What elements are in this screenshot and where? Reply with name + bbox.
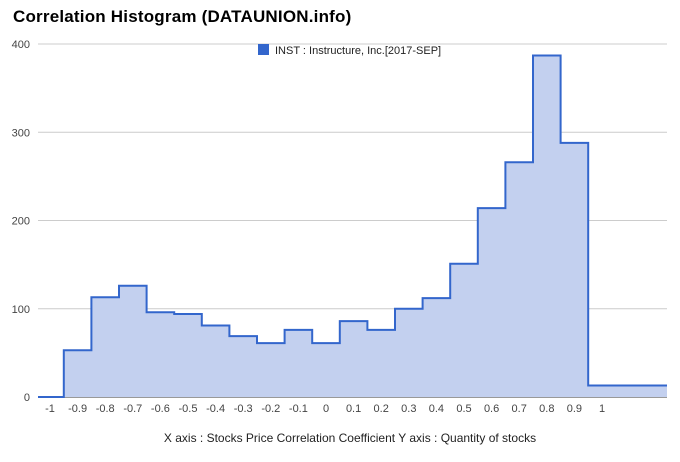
histogram-bin <box>119 286 147 397</box>
x-tick-label: -0.5 <box>179 403 198 415</box>
x-tick-label: -0.9 <box>68 403 87 415</box>
x-tick-label: -0.4 <box>206 403 225 415</box>
histogram-bin <box>395 309 423 397</box>
x-tick-label: -1 <box>45 403 55 415</box>
legend-label: INST : Instructure, Inc.[2017-SEP] <box>275 45 441 57</box>
series-line <box>38 54 667 398</box>
x-tick-labels: -1 -0.9 -0.8 -0.7 -0.6 -0.5 -0.4 -0.3 -0.2 -0.1 0 0… <box>45 403 605 415</box>
x-tick-label: -0.8 <box>96 403 115 415</box>
x-tick-label: 0.9 <box>567 403 582 415</box>
x-tick-label: -0.7 <box>123 403 142 415</box>
x-tick-label: 0 <box>323 403 329 415</box>
histogram-bin <box>367 330 395 397</box>
histogram-bin <box>257 343 285 397</box>
y-tick-label: 200 <box>12 216 30 228</box>
legend[interactable]: INST : Instructure, Inc.[2017-SEP] <box>258 44 441 57</box>
histogram-bin <box>505 162 533 397</box>
chart-title: Correlation Histogram (DATAUNION.info) <box>13 7 352 26</box>
histogram-bin <box>64 350 92 397</box>
histogram-bin <box>450 264 478 397</box>
x-tick-label: -0.6 <box>151 403 170 415</box>
x-tick-label: 0.6 <box>484 403 499 415</box>
histogram-bin <box>533 55 561 397</box>
histogram-bin <box>91 297 119 397</box>
histogram-bin <box>202 326 230 397</box>
histogram-bin <box>561 143 589 397</box>
histogram-bin <box>174 314 202 397</box>
legend-swatch <box>258 44 269 55</box>
x-axis-title: X axis : Stocks Price Correlation Coeffi… <box>164 431 536 445</box>
series-area <box>38 54 667 398</box>
histogram-bin <box>340 321 368 397</box>
histogram-bin <box>285 330 313 397</box>
series-fill <box>38 55 667 397</box>
x-tick-label: 0.2 <box>374 403 389 415</box>
x-tick-label: 0.7 <box>512 403 527 415</box>
x-tick-label: 1 <box>599 403 605 415</box>
histogram-bin <box>312 343 340 397</box>
x-tick-label: -0.2 <box>261 403 280 415</box>
x-tick-label: 0.1 <box>346 403 361 415</box>
y-tick-label: 100 <box>12 304 30 316</box>
y-tick-label: 0 <box>24 392 30 404</box>
y-tick-label: 300 <box>12 127 30 139</box>
x-tick-label: 0.3 <box>401 403 416 415</box>
histogram-bin <box>588 386 667 397</box>
x-tick-label: -0.1 <box>289 403 308 415</box>
histogram-bin <box>229 336 257 397</box>
histogram-bin <box>147 312 175 397</box>
histogram-bin <box>478 208 506 397</box>
x-tick-label: 0.4 <box>429 403 444 415</box>
histogram-bin <box>423 298 451 397</box>
y-tick-label: 400 <box>12 39 30 51</box>
y-tick-labels: 0 100 200 300 400 <box>12 39 30 404</box>
x-tick-label: 0.5 <box>456 403 471 415</box>
x-tick-label: 0.8 <box>539 403 554 415</box>
x-tick-label: -0.3 <box>234 403 253 415</box>
